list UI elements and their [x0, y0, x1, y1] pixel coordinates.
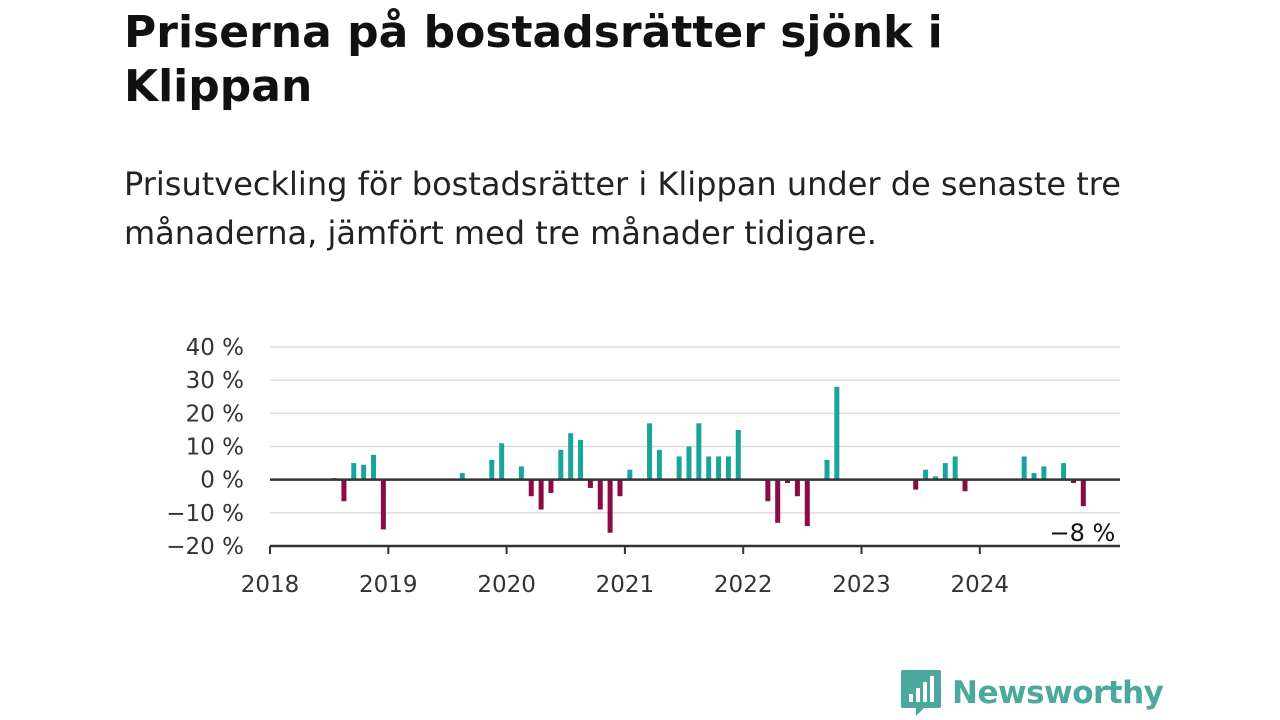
bar	[952, 456, 958, 480]
bar	[341, 479, 347, 502]
x-tick-label: 2021	[596, 572, 655, 598]
brand-name: Newsworthy	[952, 675, 1164, 711]
x-tick-label: 2023	[832, 572, 891, 598]
y-tick-label: 10 %	[186, 435, 244, 461]
bar	[834, 386, 840, 480]
end-value-label: −8 %	[1050, 519, 1116, 547]
bar	[785, 479, 791, 483]
bar	[489, 459, 495, 480]
bar	[538, 479, 544, 510]
bar	[775, 479, 781, 523]
bar	[1080, 479, 1086, 507]
bar	[548, 479, 554, 493]
bar	[528, 479, 534, 497]
bar	[696, 423, 702, 480]
bar	[923, 469, 929, 480]
bar	[962, 479, 968, 492]
brand-logo: Newsworthy	[900, 668, 1164, 718]
bar	[607, 479, 613, 533]
bar	[1041, 466, 1047, 480]
bar	[725, 456, 731, 480]
bar	[558, 449, 564, 480]
bar	[587, 479, 593, 488]
x-tick-label: 2024	[951, 572, 1010, 598]
bar	[942, 463, 948, 480]
bar-chart: 40 % 30 % 20 % 10 % 0 % −10 % −20 % 2018 2019 202…	[166, 335, 1120, 598]
chart-title: Priserna på bostadsrätter sjönk i Klippa…	[124, 7, 943, 112]
bar	[686, 446, 692, 480]
bar	[804, 479, 810, 527]
bar	[1061, 463, 1067, 480]
chart-subtitle: Prisutveckling för bostadsrätter i Klipp…	[124, 165, 1121, 252]
bar	[706, 456, 712, 480]
bar	[568, 433, 574, 480]
bar	[1070, 479, 1076, 483]
x-tick-label: 2022	[714, 572, 773, 598]
bar-chart-speech-bubble-icon	[901, 670, 941, 716]
y-tick-label: 0 %	[200, 468, 244, 494]
bar	[499, 443, 505, 480]
bar	[361, 464, 367, 480]
bar	[765, 479, 771, 502]
bar	[578, 439, 584, 480]
y-tick-label: −20 %	[166, 534, 244, 560]
bar	[794, 479, 800, 497]
bar	[597, 479, 603, 510]
bar	[627, 469, 633, 480]
bar	[716, 456, 722, 480]
bar	[459, 473, 465, 480]
bar	[1031, 473, 1037, 480]
bar	[913, 479, 919, 490]
y-tick-label: 30 %	[186, 368, 244, 394]
bar	[380, 479, 386, 530]
bar	[351, 463, 357, 480]
bar	[617, 479, 623, 497]
bar	[676, 456, 682, 480]
y-tick-label: 20 %	[186, 401, 244, 427]
bar	[824, 459, 830, 480]
x-tick-label: 2020	[477, 572, 536, 598]
x-tick-label: 2019	[359, 572, 418, 598]
bar	[647, 423, 653, 480]
bar	[735, 429, 741, 480]
y-tick-label: 40 %	[186, 335, 244, 361]
bar	[1021, 456, 1027, 480]
bar	[932, 476, 938, 480]
x-tick-label: 2018	[241, 572, 300, 598]
bar	[371, 454, 377, 480]
y-tick-label: −10 %	[166, 501, 244, 527]
bar	[518, 466, 524, 480]
bar	[656, 449, 662, 480]
